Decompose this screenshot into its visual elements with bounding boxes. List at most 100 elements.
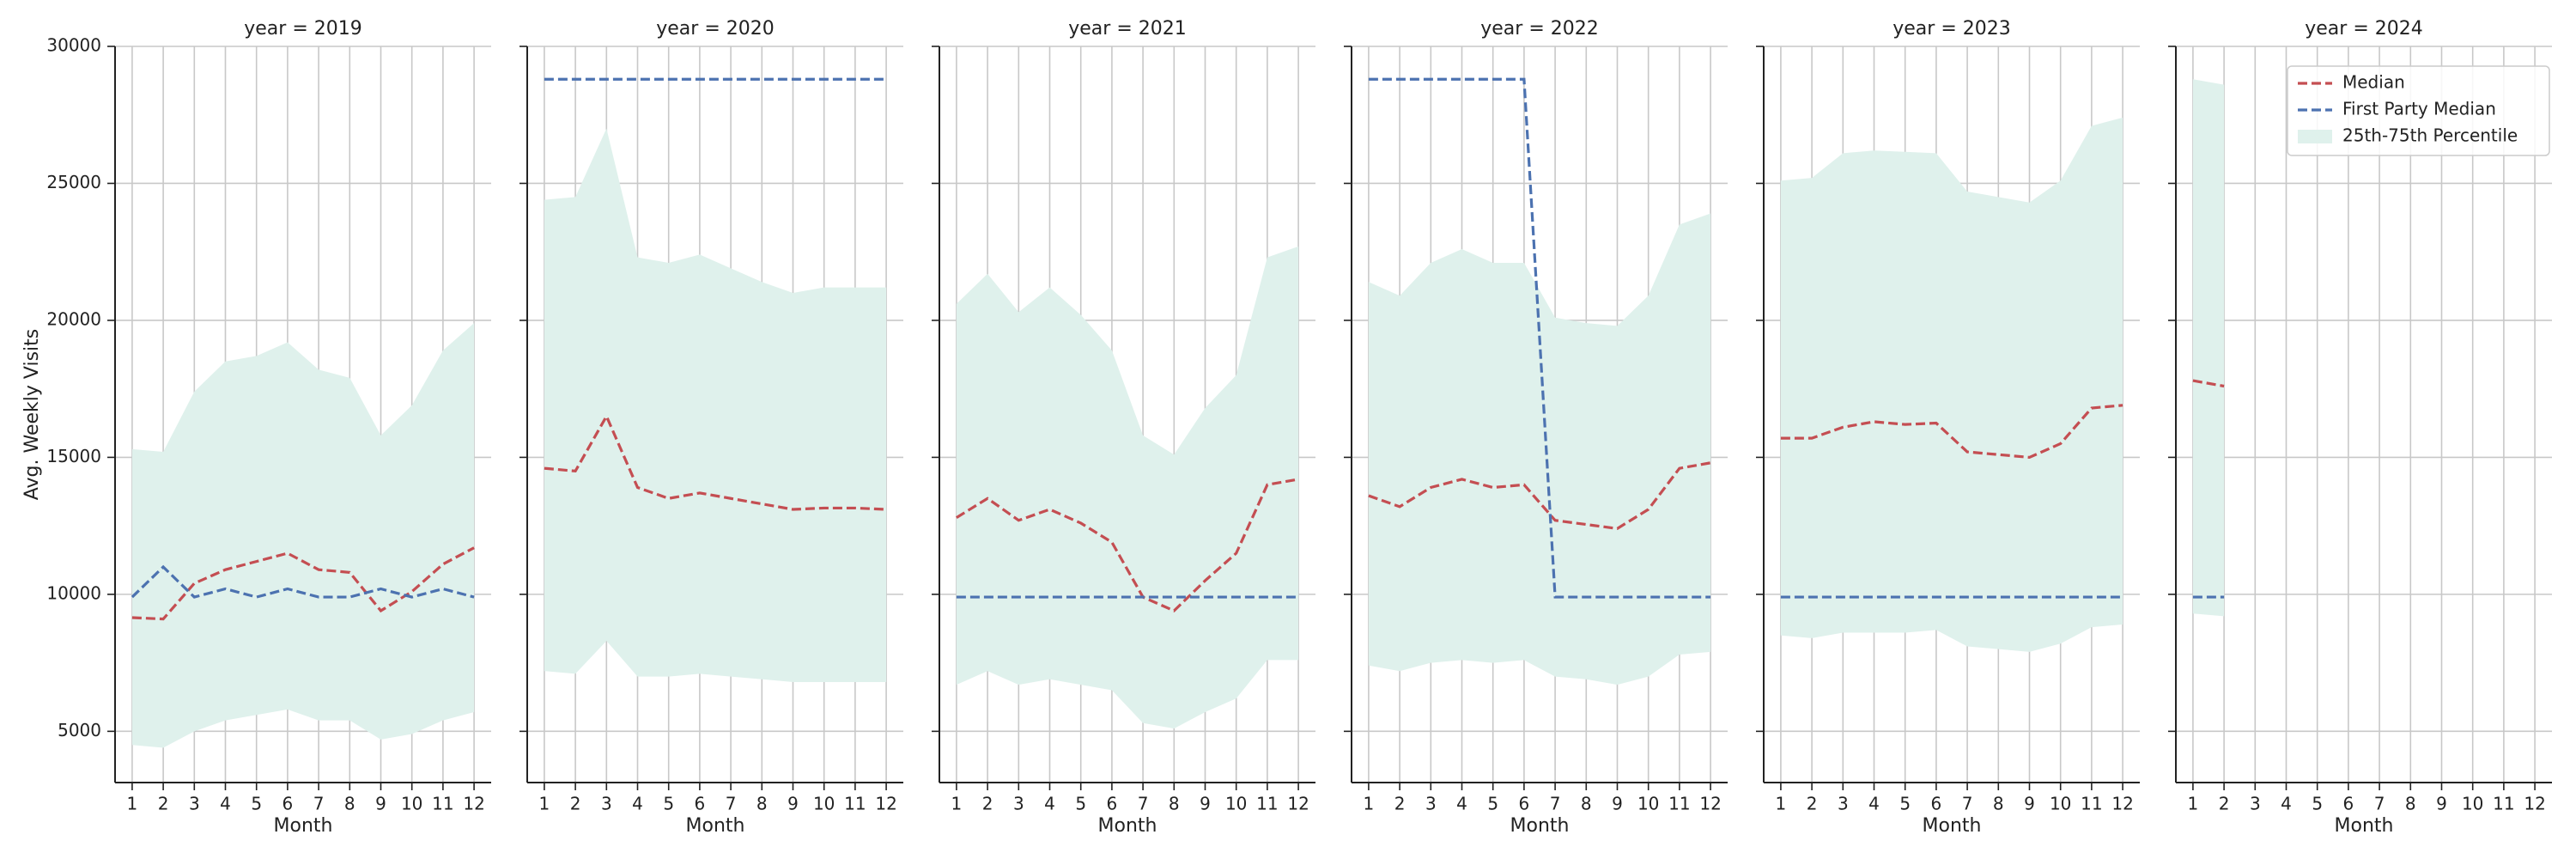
x-tick-label: 7 [313, 794, 325, 814]
x-tick-label: 11 [2081, 794, 2102, 814]
x-tick-label: 9 [1612, 794, 1623, 814]
facet-title: year = 2022 [1480, 18, 1599, 40]
x-tick-label: 1 [127, 794, 138, 814]
y-tick-label: 20000 [46, 308, 101, 329]
x-tick-label: 3 [1838, 794, 1849, 814]
percentile-band [1368, 213, 1711, 685]
x-tick-label: 6 [695, 794, 706, 814]
x-tick-label: 11 [1668, 794, 1690, 814]
x-tick-label: 2 [158, 794, 169, 814]
x-tick-label: 8 [344, 794, 355, 814]
x-tick-label: 12 [2524, 794, 2545, 814]
x-tick-label: 8 [2405, 794, 2416, 814]
percentile-band [544, 128, 887, 682]
x-tick-label: 10 [1637, 794, 1659, 814]
x-tick-label: 1 [539, 794, 550, 814]
x-tick-label: 6 [1931, 794, 1942, 814]
x-axis-label: Month [1923, 815, 1982, 837]
x-tick-label: 8 [1169, 794, 1180, 814]
x-tick-label: 1 [1364, 794, 1375, 814]
legend-label: 25th-75th Percentile [2342, 125, 2518, 146]
x-tick-label: 5 [663, 794, 674, 814]
percentile-band [1780, 117, 2123, 652]
x-tick-label: 7 [726, 794, 737, 814]
x-tick-label: 9 [2436, 794, 2447, 814]
x-tick-label: 9 [787, 794, 799, 814]
x-tick-label: 7 [1962, 794, 1973, 814]
x-tick-label: 6 [2343, 794, 2354, 814]
percentile-band [131, 323, 475, 748]
x-tick-label: 11 [844, 794, 866, 814]
x-tick-label: 6 [283, 794, 294, 814]
x-tick-label: 4 [2281, 794, 2292, 814]
x-tick-label: 11 [432, 794, 453, 814]
x-tick-label: 5 [1899, 794, 1911, 814]
x-tick-label: 11 [2493, 794, 2514, 814]
x-tick-label: 8 [1993, 794, 2004, 814]
x-tick-label: 1 [2188, 794, 2199, 814]
line [1368, 461, 1711, 531]
x-tick-label: 12 [463, 794, 484, 814]
x-tick-label: 1 [951, 794, 963, 814]
x-tick-label: 11 [1256, 794, 1278, 814]
x-tick-label: 8 [756, 794, 768, 814]
x-tick-label: 5 [2312, 794, 2323, 814]
percentile-band [2192, 79, 2225, 617]
y-tick-label: 25000 [46, 172, 101, 192]
x-tick-label: 12 [2111, 794, 2133, 814]
facet-title: year = 2023 [1893, 18, 2011, 40]
x-axis-label: Month [1098, 815, 1157, 837]
x-tick-label: 9 [2024, 794, 2035, 814]
legend-label: First Party Median [2342, 99, 2496, 119]
line [2192, 379, 2225, 388]
legend-frame [2287, 65, 2550, 156]
y-axis-label: Avg. Weekly Visits [21, 329, 43, 500]
x-tick-label: 10 [813, 794, 835, 814]
x-tick-label: 4 [1456, 794, 1467, 814]
y-tick-label: 15000 [46, 446, 101, 466]
legend: Median First Party Median 25th-75th Percen… [2287, 65, 2550, 156]
x-tick-label: 7 [1138, 794, 1149, 814]
x-tick-label: 2 [982, 794, 993, 814]
x-tick-label: 4 [220, 794, 231, 814]
line [1368, 77, 1711, 599]
x-axis-label: Month [274, 815, 333, 837]
y-tick-label: 10000 [46, 582, 101, 603]
x-tick-label: 12 [1699, 794, 1721, 814]
x-tick-label: 3 [2250, 794, 2261, 814]
x-tick-label: 6 [1519, 794, 1530, 814]
line [131, 546, 475, 621]
line [1780, 404, 2123, 460]
percentile-band [956, 246, 1299, 729]
x-tick-label: 4 [1044, 794, 1055, 814]
x-tick-label: 3 [601, 794, 612, 814]
x-tick-label: 10 [2462, 794, 2483, 814]
x-tick-label: 2 [570, 794, 581, 814]
x-tick-label: 3 [189, 794, 200, 814]
x-tick-label: 10 [401, 794, 422, 814]
facet-title: year = 2021 [1068, 18, 1187, 40]
x-tick-label: 1 [1776, 794, 1787, 814]
x-tick-label: 12 [1287, 794, 1309, 814]
x-tick-label: 7 [2374, 794, 2385, 814]
x-tick-label: 3 [1013, 794, 1024, 814]
line [544, 413, 887, 511]
x-tick-label: 5 [1075, 794, 1086, 814]
x-tick-label: 2 [1394, 794, 1406, 814]
x-tick-label: 9 [375, 794, 386, 814]
x-axis-label: Month [1510, 815, 1570, 837]
x-tick-label: 4 [1868, 794, 1880, 814]
facet-title: year = 2019 [244, 18, 362, 40]
y-tick-label: 5000 [58, 720, 101, 740]
facet-title: year = 2020 [656, 18, 775, 40]
x-tick-label: 5 [1487, 794, 1498, 814]
x-tick-label: 4 [632, 794, 643, 814]
x-tick-label: 5 [251, 794, 262, 814]
